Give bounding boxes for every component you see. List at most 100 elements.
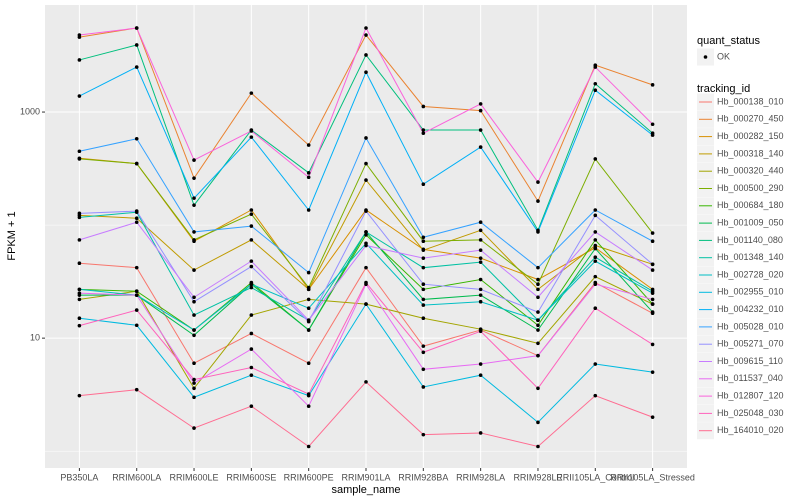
data-point <box>364 161 368 166</box>
data-point <box>249 282 254 287</box>
x-axis-title: sample_name <box>331 484 400 496</box>
data-point <box>593 208 598 212</box>
data-point <box>364 26 368 30</box>
data-point <box>536 287 540 292</box>
data-point <box>306 270 311 275</box>
data-point <box>192 238 196 242</box>
data-point <box>536 420 540 425</box>
data-point <box>192 361 196 366</box>
legend-label: Hb_000684_180 <box>717 200 784 210</box>
legend-title: quant_status <box>697 35 760 47</box>
data-point <box>536 230 540 234</box>
data-point <box>192 158 196 162</box>
data-point <box>77 316 82 321</box>
data-point <box>192 381 196 385</box>
data-point <box>364 178 368 182</box>
data-point <box>192 176 196 180</box>
data-point <box>306 392 311 396</box>
data-point <box>134 161 139 166</box>
data-point <box>306 328 311 332</box>
legend-label: OK <box>717 51 730 61</box>
data-point <box>306 444 311 449</box>
data-point <box>421 128 426 132</box>
data-point <box>478 256 483 260</box>
data-point <box>421 350 426 355</box>
data-point <box>306 285 311 290</box>
legend-label: Hb_001348_140 <box>717 252 784 262</box>
data-point <box>306 318 311 323</box>
data-point <box>306 361 311 366</box>
data-point <box>593 274 598 279</box>
data-point <box>364 280 368 285</box>
x-tick-label: RRIM928LE <box>513 472 562 482</box>
data-point <box>364 302 368 306</box>
data-point <box>364 53 368 57</box>
data-point <box>249 373 254 378</box>
data-point <box>421 344 426 348</box>
y-axis-title: FPKM + 1 <box>6 211 18 260</box>
data-point <box>192 196 196 200</box>
data-point <box>192 295 196 300</box>
data-point <box>593 255 598 259</box>
data-point <box>364 233 368 237</box>
data-point <box>593 213 598 218</box>
data-point <box>192 377 196 382</box>
data-point <box>364 33 368 37</box>
data-point <box>593 81 598 86</box>
data-point <box>77 261 82 266</box>
data-point <box>478 362 483 366</box>
data-point <box>306 208 311 212</box>
data-point <box>77 94 82 98</box>
data-point <box>364 230 368 234</box>
data-point <box>192 230 196 234</box>
data-point <box>249 135 254 139</box>
legend-label: Hb_005028_010 <box>717 321 784 331</box>
x-tick-label: RRIM600SE <box>226 472 276 482</box>
data-point <box>421 282 426 287</box>
data-point <box>192 328 196 332</box>
legend-label: Hb_009615_110 <box>717 356 783 366</box>
data-point <box>478 293 483 297</box>
data-point <box>650 310 655 314</box>
data-point <box>134 220 139 225</box>
data-point <box>421 316 426 321</box>
x-tick-label: RRIM901LA <box>341 472 390 482</box>
data-point <box>650 122 655 127</box>
data-point <box>192 299 196 304</box>
data-point <box>593 282 598 287</box>
x-tick-label: RRIM928LA <box>456 472 505 482</box>
data-point <box>249 365 254 370</box>
data-point <box>134 387 139 392</box>
data-point <box>134 323 139 328</box>
data-point <box>536 295 540 300</box>
data-point <box>650 302 655 306</box>
data-point <box>478 373 483 378</box>
legend-label: Hb_000318_140 <box>717 148 784 158</box>
data-point <box>536 265 540 270</box>
data-point <box>134 65 139 69</box>
data-point <box>249 285 254 290</box>
data-point <box>650 133 655 137</box>
data-point <box>134 308 139 312</box>
data-point <box>536 277 540 282</box>
legend-dot <box>703 55 708 59</box>
data-point <box>593 88 598 93</box>
data-point <box>77 215 82 220</box>
data-point <box>536 353 540 358</box>
data-point <box>77 58 82 62</box>
data-point <box>134 265 139 270</box>
data-point <box>134 136 139 141</box>
data-point <box>134 209 139 213</box>
data-point <box>364 243 368 248</box>
legend-label: Hb_000282_150 <box>717 131 784 141</box>
data-point <box>536 444 540 449</box>
data-point <box>306 175 311 180</box>
data-point <box>478 329 483 334</box>
x-tick-label: RRIM928BA <box>398 472 448 482</box>
data-point <box>249 264 254 269</box>
data-point <box>421 131 426 135</box>
data-point <box>249 129 254 133</box>
data-point <box>593 393 598 398</box>
data-point <box>650 268 655 272</box>
